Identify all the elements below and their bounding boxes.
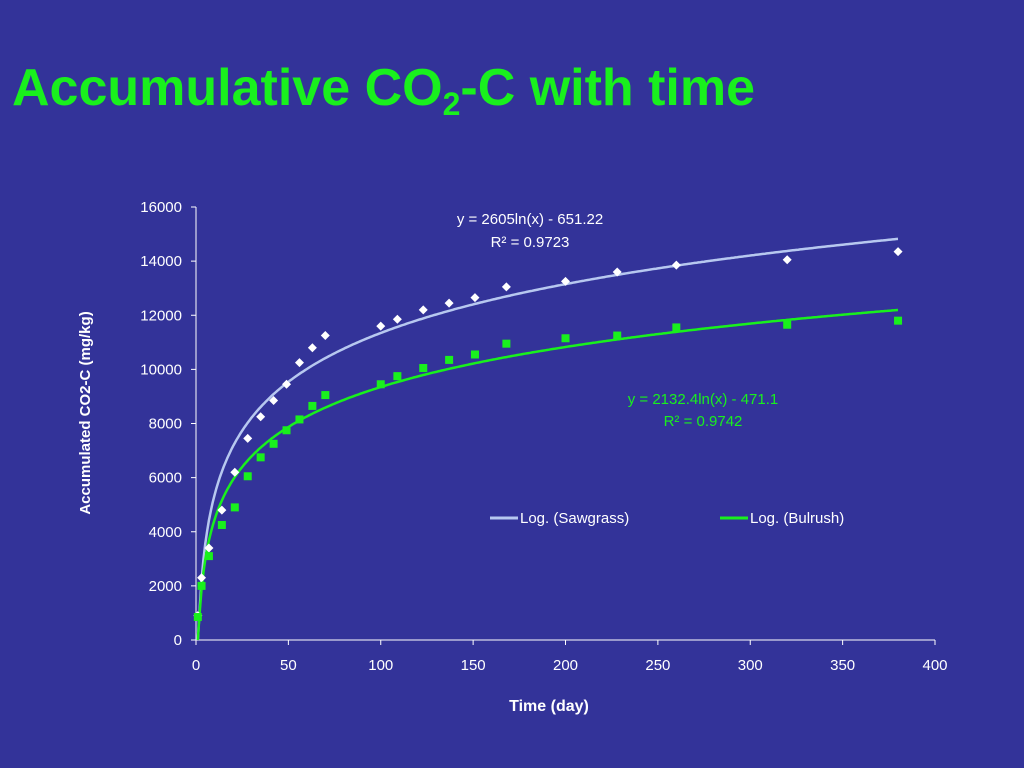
point-bulrush	[282, 426, 291, 435]
bulrush-equation: y = 2132.4ln(x) - 471.1	[628, 391, 779, 408]
point-sawgrass	[444, 298, 454, 308]
y-tick-label: 6000	[149, 470, 182, 487]
y-tick-label: 12000	[140, 307, 182, 324]
title-subscript: 2	[442, 86, 461, 122]
point-sawgrass	[269, 395, 279, 405]
point-sawgrass	[282, 379, 292, 389]
point-bulrush	[295, 415, 304, 424]
trendline-sawgrass	[196, 237, 899, 641]
point-bulrush	[672, 323, 681, 332]
legend-label-bulrush: Log. (Bulrush)	[750, 510, 844, 527]
point-bulrush	[470, 350, 479, 359]
point-sawgrass	[376, 321, 386, 331]
y-tick-label: 8000	[149, 416, 182, 433]
point-bulrush	[204, 552, 213, 561]
point-bulrush	[613, 331, 622, 340]
point-sawgrass	[256, 412, 266, 422]
point-bulrush	[193, 612, 202, 621]
point-sawgrass	[217, 505, 227, 515]
point-sawgrass	[320, 331, 330, 341]
point-sawgrass	[893, 247, 903, 257]
point-sawgrass	[230, 467, 240, 477]
point-bulrush	[321, 391, 330, 400]
point-bulrush	[217, 520, 226, 529]
point-bulrush	[445, 355, 454, 364]
x-tick-label: 0	[192, 657, 200, 674]
sawgrass-equation: y = 2605ln(x) - 651.22	[457, 211, 603, 228]
point-bulrush	[783, 320, 792, 329]
data-markers	[193, 247, 903, 621]
axes	[195, 207, 935, 641]
point-bulrush	[419, 364, 428, 373]
trendline-bulrush	[196, 308, 899, 641]
point-sawgrass	[561, 276, 570, 286]
point-sawgrass	[197, 573, 207, 583]
point-sawgrass	[501, 282, 511, 292]
x-tick-label: 250	[645, 657, 670, 674]
slide-title: Accumulative CO2-C with time	[12, 59, 756, 120]
x-tick-label: 300	[738, 657, 763, 674]
point-sawgrass	[470, 293, 480, 303]
point-sawgrass	[418, 305, 428, 315]
title-rest: -C with time	[460, 59, 756, 117]
point-sawgrass	[294, 358, 304, 368]
y-tick-label: 2000	[149, 578, 182, 595]
point-bulrush	[894, 316, 903, 325]
x-tick-label: 400	[922, 657, 947, 674]
x-tick-label: 50	[280, 657, 297, 674]
point-sawgrass	[782, 255, 792, 265]
y-tick-label: 4000	[149, 524, 182, 541]
point-bulrush	[256, 453, 265, 462]
legend-label-sawgrass: Log. (Sawgrass)	[520, 510, 629, 527]
point-bulrush	[230, 503, 239, 512]
point-bulrush	[561, 334, 570, 343]
point-sawgrass	[307, 343, 317, 353]
y-axis-label: Accumulated CO2-C (mg/kg)	[77, 311, 94, 514]
x-tick-label: 150	[461, 657, 486, 674]
y-tick-label: 14000	[140, 253, 182, 270]
point-bulrush	[376, 380, 385, 389]
sawgrass-r2: R² = 0.9723	[491, 234, 570, 251]
x-axis-label: Time (day)	[509, 698, 589, 715]
point-sawgrass	[612, 267, 622, 277]
y-tick-label: 0	[174, 632, 182, 649]
title-main: Accumulative CO	[12, 59, 443, 117]
point-bulrush	[393, 372, 402, 381]
trendlines	[196, 237, 899, 641]
legend: Log. (Sawgrass) Log. (Bulrush)	[490, 510, 844, 527]
point-bulrush	[269, 439, 278, 448]
point-bulrush	[502, 339, 511, 348]
point-bulrush	[197, 581, 206, 590]
x-tick-label: 350	[830, 657, 855, 674]
x-tick-label: 100	[368, 657, 393, 674]
point-bulrush	[308, 401, 317, 410]
y-ticks: 0 2000 4000 6000 8000 10000 12000 14000 16000	[140, 199, 196, 649]
point-sawgrass	[204, 543, 214, 553]
point-sawgrass	[671, 260, 681, 270]
point-sawgrass	[392, 314, 402, 324]
x-tick-label: 200	[553, 657, 578, 674]
y-tick-label: 10000	[140, 361, 182, 378]
point-bulrush	[243, 472, 252, 481]
bulrush-r2: R² = 0.9742	[664, 413, 743, 430]
x-ticks: 0 50 100 150 200 250 300 350 400	[192, 640, 948, 674]
point-sawgrass	[243, 433, 253, 443]
y-tick-label: 16000	[140, 199, 182, 216]
